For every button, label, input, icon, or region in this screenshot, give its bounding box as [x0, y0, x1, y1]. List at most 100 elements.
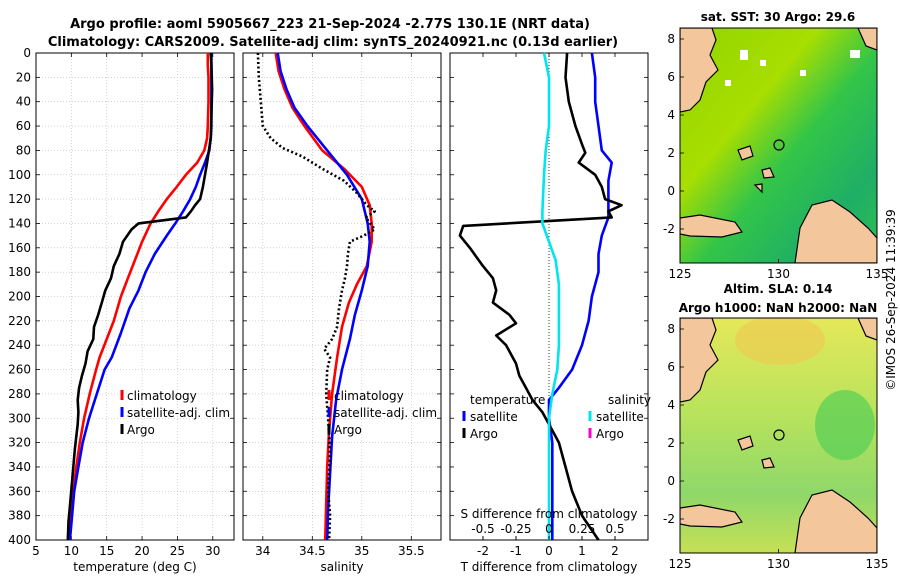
x2-axis-label: S difference from climatology	[461, 507, 638, 521]
title-line-2: Climatology: CARS2009. Satellite-adj cli…	[48, 35, 618, 50]
legend-label: satellite	[470, 410, 518, 424]
land-buru-seram	[680, 214, 743, 238]
legend-label: climatology	[334, 389, 404, 403]
watermark: ©IMOS 26-Sep-2024 11:39:39	[884, 209, 898, 391]
series-line-argo	[256, 52, 377, 541]
sla-low	[815, 390, 875, 460]
series-line-s-satellite	[541, 52, 561, 540]
x-axis-label: salinity	[320, 560, 363, 574]
y-tick-label: 400	[8, 533, 31, 547]
sla-map-title-1: Altim. SLA: 0.14	[724, 282, 833, 296]
legend-label: Argo	[127, 423, 155, 437]
series-line-satellite-adj-clim	[276, 52, 372, 541]
x-tick-label: 35	[354, 544, 369, 558]
land-papua-sla	[794, 489, 877, 553]
y-tick-label: 300	[8, 411, 31, 425]
x-tick-label: -1	[510, 544, 522, 558]
map-y-tick-label: 6	[667, 360, 675, 374]
series-line-argo	[66, 52, 214, 541]
land-papua	[794, 199, 877, 263]
y-tick-label: 200	[8, 290, 31, 304]
y-tick-label: 40	[16, 95, 31, 109]
x-tick-label: 1	[578, 544, 586, 558]
legend-label: Argo	[470, 427, 498, 441]
map-y-tick-label: -2	[663, 222, 675, 236]
y-tick-label: 120	[8, 192, 31, 206]
sst-map: sat. SST: 30 Argo: 29.6 125 130 135 8 6 4 2 0 -2	[663, 10, 888, 281]
x-tick-label: 35.5	[398, 544, 425, 558]
legend-label: Argo	[334, 423, 362, 437]
map-y-tick-label: 6	[667, 70, 675, 84]
argo-location-marker-sla	[773, 429, 785, 441]
y-tick-label: 0	[23, 46, 31, 60]
argo-location-marker	[773, 139, 785, 151]
x2-tick-label: 0.25	[569, 522, 596, 536]
map-y-tick-label: 0	[667, 184, 675, 198]
map-x-tick-label: 135	[866, 557, 889, 571]
map-x-tick-label: 125	[669, 267, 692, 281]
x-tick-label: 30	[205, 544, 220, 558]
x-tick-label: 2	[611, 544, 619, 558]
legend-label: satellite-adj. clim	[334, 406, 437, 420]
legend-label: satellite	[596, 410, 644, 424]
x-axis-label: T difference from climatology	[460, 560, 638, 574]
x-tick-label: 34	[255, 544, 270, 558]
sla-high	[735, 318, 825, 365]
x2-tick-label: -0.5	[471, 522, 494, 536]
map-x-tick-label: 125	[669, 557, 692, 571]
map-y-tick-label: 8	[667, 322, 675, 336]
legend-title-salinity: salinity	[608, 393, 651, 407]
y-tick-label: 360	[8, 484, 31, 498]
y-tick-label: 340	[8, 460, 31, 474]
map-x-tick-label: 130	[767, 557, 790, 571]
x-tick-label: -2	[477, 544, 489, 558]
land-islands	[737, 28, 877, 194]
map-y-tick-label: -2	[663, 512, 675, 526]
y-tick-label: 60	[16, 119, 31, 133]
x-axis-label: temperature (deg C)	[73, 560, 196, 574]
y-tick-label: 20	[16, 70, 31, 84]
y-tick-label: 380	[8, 509, 31, 523]
legend-label: Argo	[596, 427, 624, 441]
x2-tick-label: 0	[545, 522, 553, 536]
map-x-tick-label: 130	[767, 267, 790, 281]
y-tick-label: 140	[8, 216, 31, 230]
x2-tick-label: -0.25	[500, 522, 531, 536]
y-tick-label: 240	[8, 338, 31, 352]
map-y-tick-label: 2	[667, 436, 675, 450]
series-line-satellite-adj-clim	[68, 53, 213, 541]
x-tick-label: 34.5	[299, 544, 326, 558]
sla-map: Altim. SLA: 0.14 Argo h1000: NaN h2000: …	[663, 282, 888, 571]
x-tick-label: 5	[32, 544, 40, 558]
sst-map-title: sat. SST: 30 Argo: 29.6	[701, 10, 855, 24]
x-tick-label: 15	[99, 544, 114, 558]
salinity-panel: 34 34.5 35 35.5 salinity climatology satellite…	[242, 52, 442, 574]
x2-tick-label: 0.5	[605, 522, 624, 536]
title-line-1: Argo profile: aoml 5905667_223 21-Sep-20…	[70, 17, 590, 32]
y-tick-label: 160	[8, 241, 31, 255]
map-y-tick-label: 2	[667, 146, 675, 160]
legend-label: climatology	[127, 389, 197, 403]
difference-panel: -2 -1 0 1 2 T difference from climatology temp…	[449, 52, 651, 574]
land-halmahera	[680, 28, 719, 113]
series-line-climatology	[67, 53, 210, 541]
legend-label: satellite-adj. clim	[127, 406, 230, 420]
series-line-t-argo	[458, 52, 623, 541]
land-islands-sla	[737, 318, 877, 469]
sla-map-title-2: Argo h1000: NaN h2000: NaN	[679, 301, 878, 315]
x-tick-label: 25	[170, 544, 185, 558]
y-tick-label: 80	[16, 143, 31, 157]
map-y-tick-label: 0	[667, 474, 675, 488]
land-halmahera-sla	[680, 318, 719, 403]
map-y-tick-label: 8	[667, 32, 675, 46]
y-tick-label: 280	[8, 387, 31, 401]
y-tick-label: 220	[8, 314, 31, 328]
y-tick-label: 320	[8, 436, 31, 450]
x-tick-label: 0	[545, 544, 553, 558]
x-tick-label: 10	[64, 544, 79, 558]
x-tick-label: 20	[134, 544, 149, 558]
temperature-panel: 0 20 40 60 80 100 120 140 160 180 200 220 240 260 280 3…	[8, 46, 235, 574]
map-y-tick-label: 4	[667, 108, 675, 122]
sst-missing-patches	[705, 50, 860, 86]
